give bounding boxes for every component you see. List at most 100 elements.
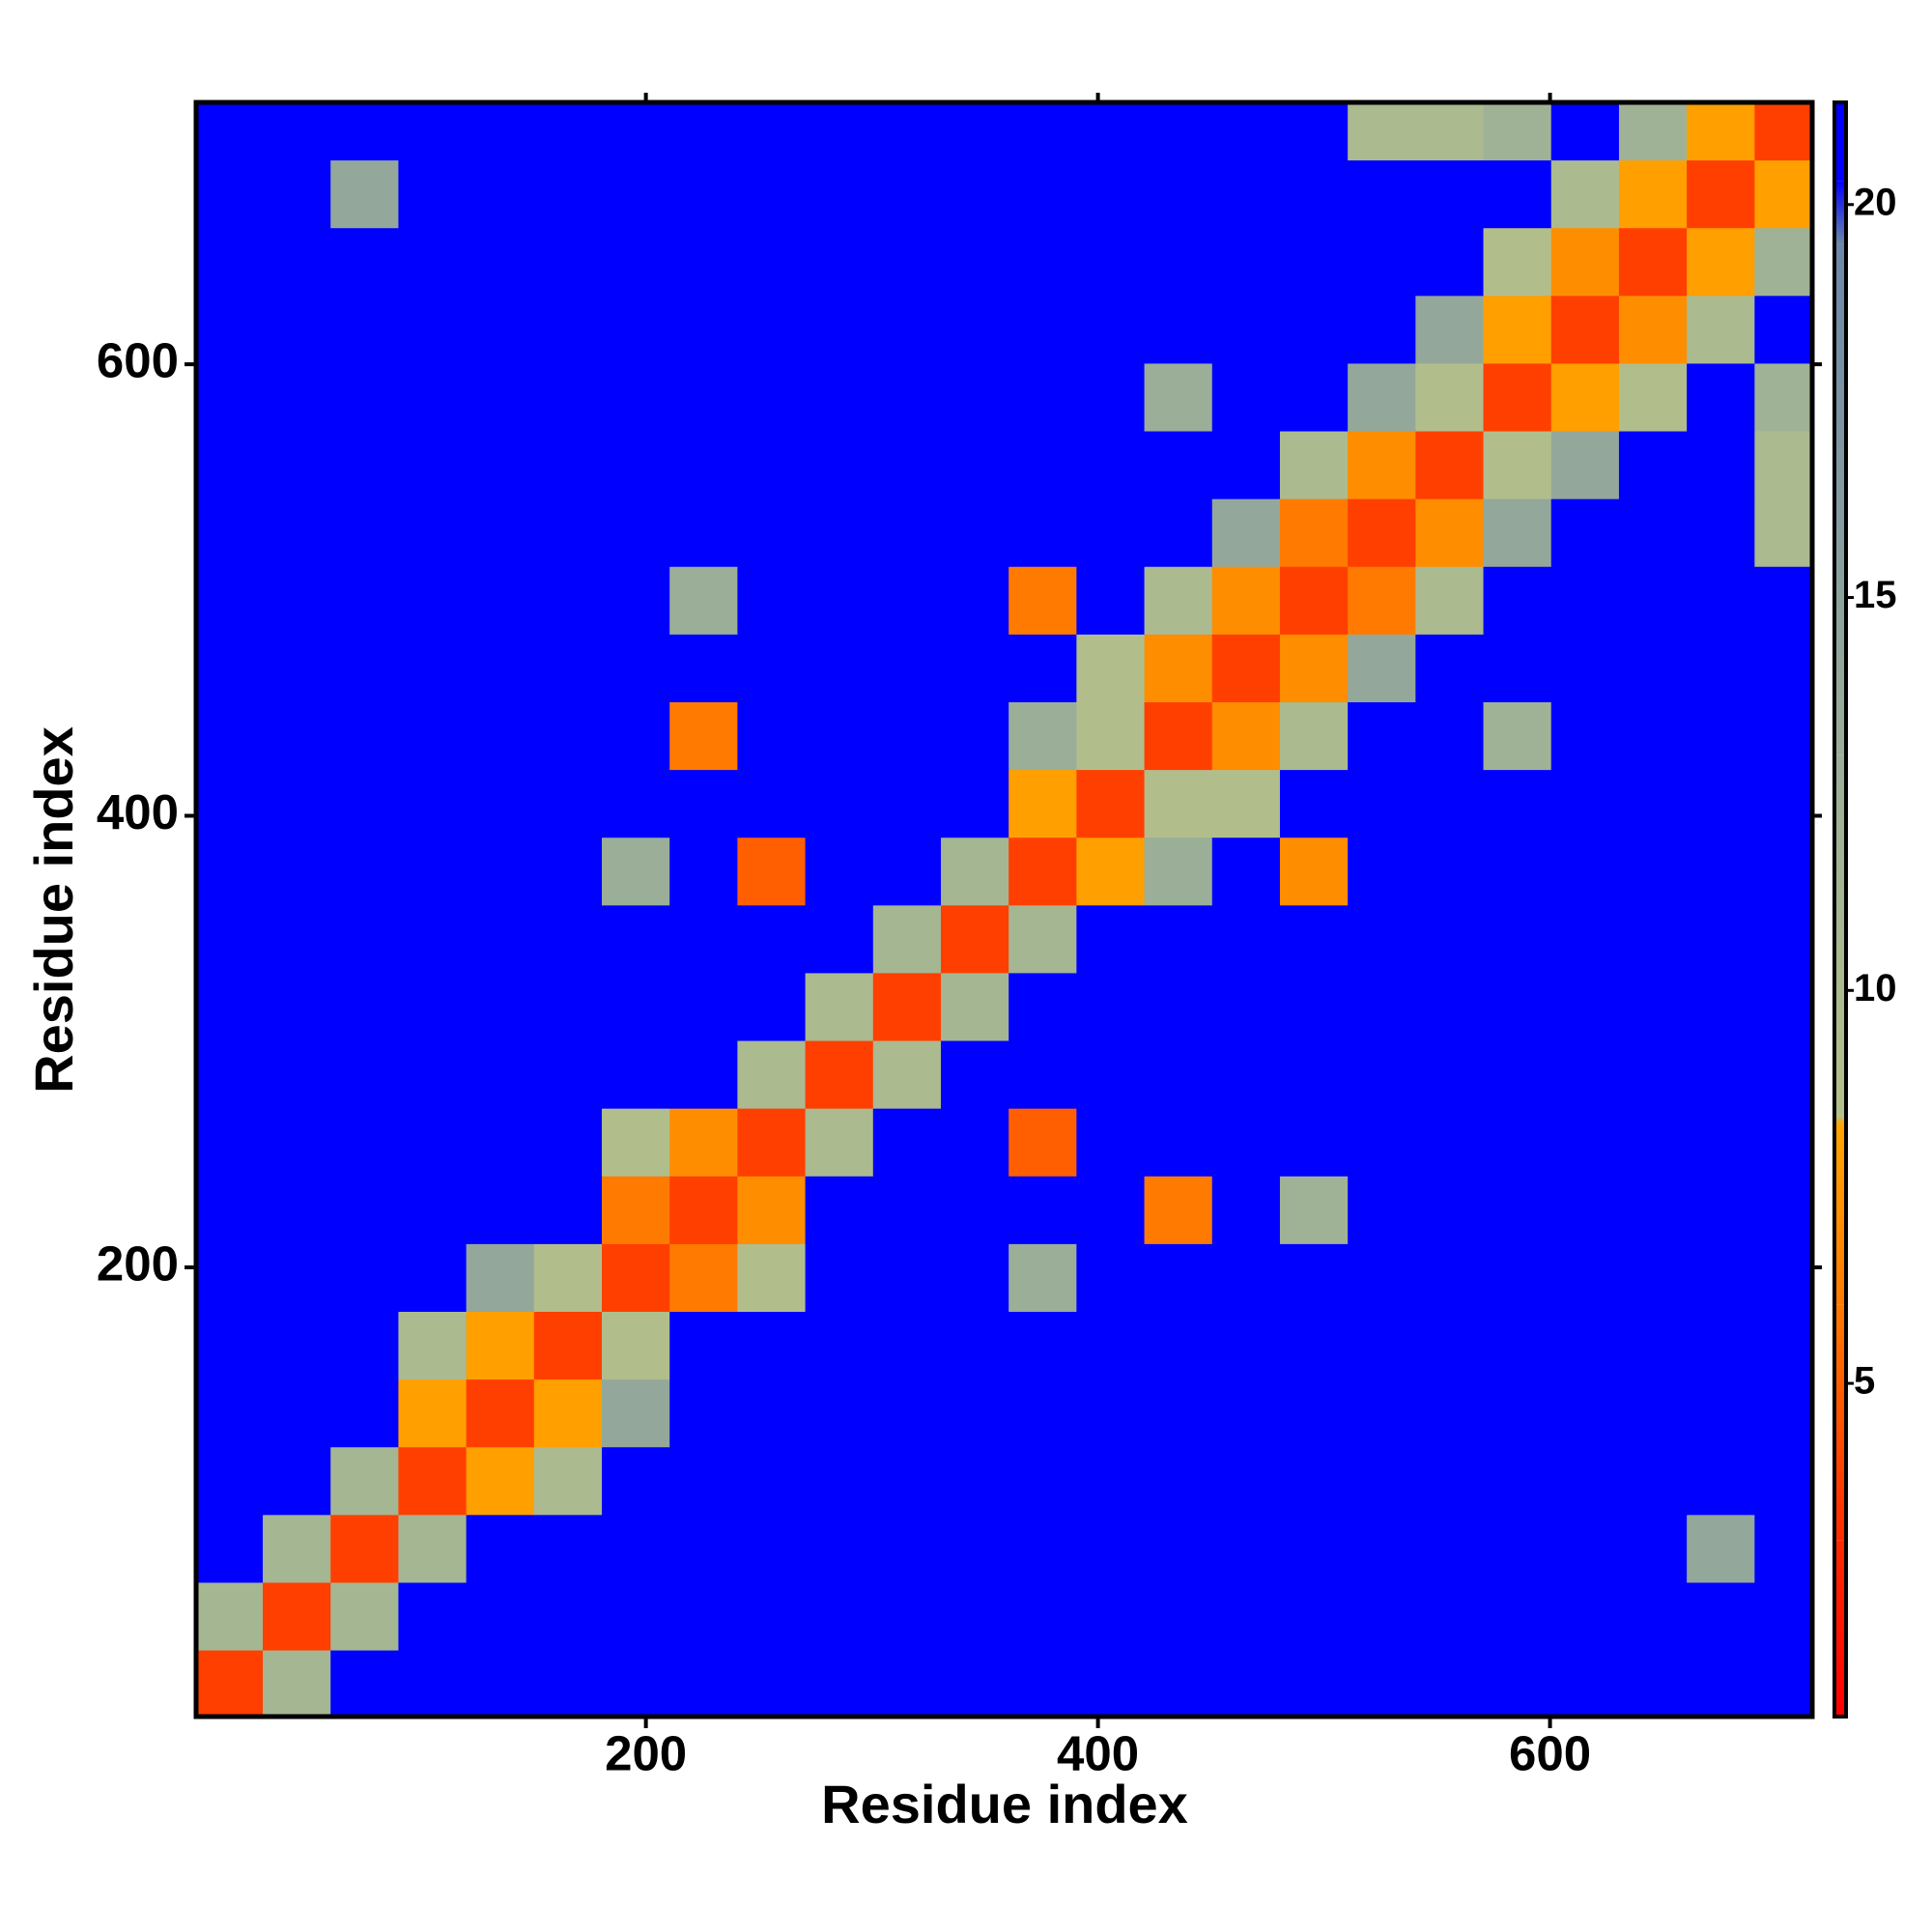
heatmap-cell [1009,362,1077,432]
heatmap-cell [330,837,399,906]
heatmap-cell [805,1378,874,1448]
plot-frame [193,99,1815,1719]
heatmap-cell [1550,295,1620,364]
heatmap-cell [1754,1514,1812,1583]
heatmap-cell [466,837,535,906]
heatmap-cell [1009,1378,1077,1448]
heatmap-cell [1550,1176,1620,1244]
heatmap-cell [1348,431,1416,499]
heatmap-cell [1754,701,1812,771]
heatmap-cell [669,431,738,499]
heatmap-cell [1415,769,1485,838]
heatmap-cell [1144,701,1213,771]
heatmap-cell [1415,295,1485,364]
heatmap-cell [263,295,331,364]
heatmap-cell [1483,1040,1552,1109]
heatmap-cell [1618,227,1688,297]
heatmap-cell [1550,634,1620,702]
heatmap-cell [1754,1446,1812,1516]
heatmap-cell [1279,1446,1349,1516]
heatmap-cell [330,1108,399,1177]
heatmap-cell [669,1040,738,1109]
heatmap-cell [263,362,331,432]
heatmap-cell [1009,972,1077,1041]
heatmap-cell [1009,295,1077,364]
heatmap-cell [872,904,942,974]
heatmap-cell [1550,972,1620,1041]
heatmap-cell [1550,1243,1620,1312]
heatmap-cell [196,431,264,499]
heatmap-cell [1076,1311,1146,1380]
heatmap-cell [1618,362,1688,432]
heatmap-cell [196,1581,264,1651]
heatmap-cell [1009,566,1077,635]
heatmap-cell [330,972,399,1041]
heatmap-cell [1009,1650,1077,1717]
heatmap-cell [872,566,942,635]
heatmap-cell [1415,904,1485,974]
heatmap-cell [398,769,468,838]
heatmap-cell [602,566,670,635]
heatmap-cell [466,634,535,702]
heatmap-cell [1211,227,1281,297]
heatmap-cell [1415,1243,1485,1312]
heatmap-cell [940,769,1009,838]
heatmap-cell [330,1581,399,1651]
heatmap-cell [1687,566,1755,635]
colorbar-segment [1834,1116,1846,1124]
heatmap-cell [1144,362,1213,432]
heatmap-cell [1618,1378,1688,1448]
heatmap-cell [1348,295,1416,364]
heatmap-cell [940,1040,1009,1109]
heatmap [196,102,1812,1717]
heatmap-cell [1279,295,1349,364]
heatmap-cell [1550,362,1620,432]
heatmap-cell [1009,102,1077,161]
heatmap-cell [1009,1514,1077,1583]
heatmap-cell [669,1650,738,1717]
heatmap-cell [669,227,738,297]
heatmap-cell [1211,1650,1281,1717]
heatmap-cell [263,904,331,974]
heatmap-cell [1348,1514,1416,1583]
heatmap-cell [263,1378,331,1448]
heatmap-cell [1687,159,1755,229]
heatmap-cell [398,1108,468,1177]
heatmap-cell [602,701,670,771]
heatmap-cell [872,1176,942,1244]
heatmap-cell [805,1108,874,1177]
heatmap-cell [669,1243,738,1312]
heatmap-cell [263,1176,331,1244]
colorbar-tick-label: 5 [1854,1360,1875,1403]
heatmap-cell [466,102,535,161]
heatmap-cell [1483,498,1552,567]
heatmap-cell [1279,566,1349,635]
heatmap-cell [263,1108,331,1177]
heatmap-cell [872,362,942,432]
heatmap-cell [263,1446,331,1516]
heatmap-cell [1618,904,1688,974]
heatmap-cell [398,295,468,364]
heatmap-cell [1754,1176,1812,1244]
heatmap-cell [1618,498,1688,567]
heatmap-cell [1144,295,1213,364]
heatmap-cell [533,1581,603,1651]
heatmap-cell [1415,1108,1485,1177]
heatmap-cell [398,498,468,567]
heatmap-cell [1348,634,1416,702]
heatmap-cell [466,701,535,771]
heatmap-cell [1076,1650,1146,1717]
colorbar-segment [1834,243,1846,755]
heatmap-cell [1687,1446,1755,1516]
heatmap-cell [1483,1446,1552,1516]
heatmap-cell [805,1040,874,1109]
heatmap-cell [737,701,807,771]
heatmap-cell [263,1650,331,1717]
heatmap-cell [533,1378,603,1448]
heatmap-cell [1211,1243,1281,1312]
heatmap-cell [330,431,399,499]
heatmap-cell [1144,1040,1213,1109]
heatmap-cell [1687,634,1755,702]
heatmap-cell [466,227,535,297]
